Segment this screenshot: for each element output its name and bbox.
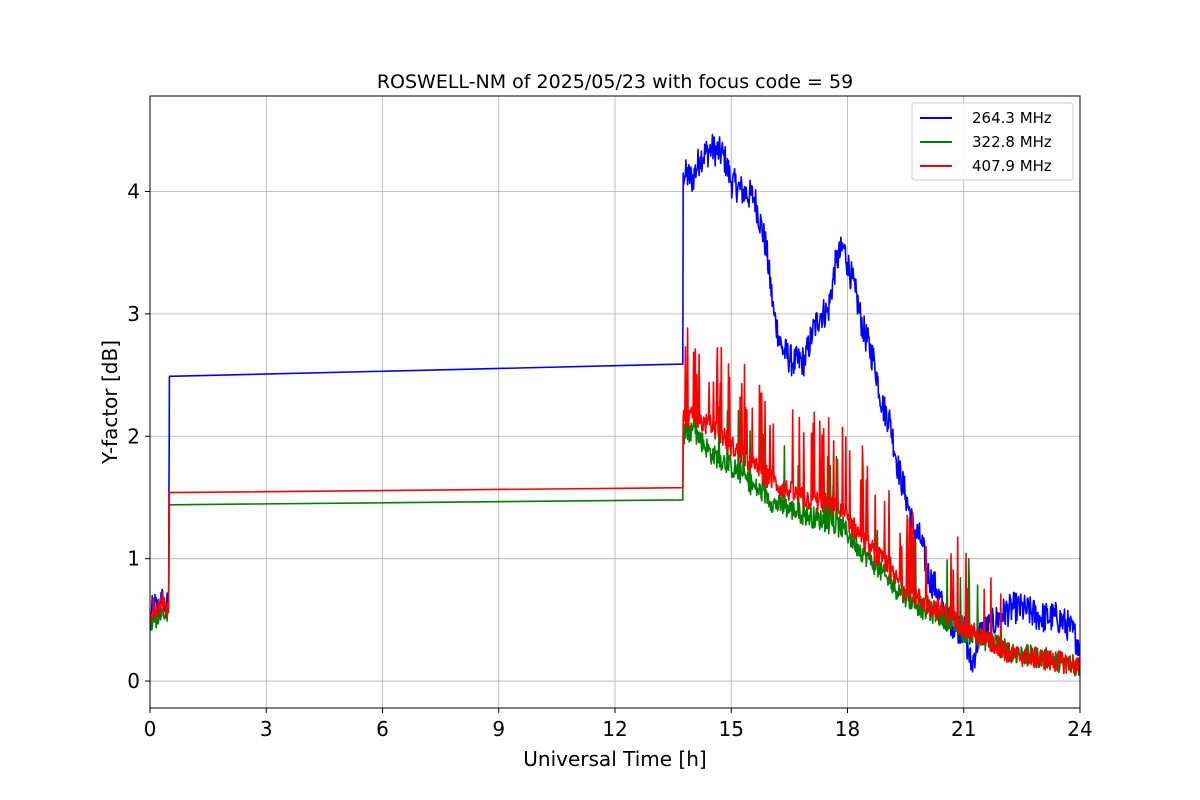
x-tick-label: 15 — [719, 717, 744, 741]
legend-label: 264.3 MHz — [972, 109, 1052, 127]
y-axis: 0 1 2 3 4 — [127, 179, 150, 693]
y-tick-label: 4 — [127, 179, 140, 203]
x-tick-label: 9 — [492, 717, 505, 741]
x-tick-label: 18 — [835, 717, 860, 741]
series-line-3 — [150, 327, 1080, 676]
chart-title: ROSWELL-NM of 2025/05/23 with focus code… — [377, 71, 853, 93]
x-tick-label: 21 — [951, 717, 976, 741]
x-tick-label: 24 — [1067, 717, 1092, 741]
x-tick-label: 12 — [602, 717, 627, 741]
series-layer — [150, 133, 1080, 677]
y-tick-label: 2 — [127, 424, 140, 448]
y-tick-label: 0 — [127, 669, 140, 693]
legend-label: 322.8 MHz — [972, 133, 1052, 151]
x-tick-label: 3 — [260, 717, 273, 741]
x-tick-label: 0 — [144, 717, 157, 741]
y-tick-label: 3 — [127, 302, 140, 326]
y-tick-label: 1 — [127, 547, 140, 571]
x-axis-label: Universal Time [h] — [523, 747, 706, 771]
series-line-2 — [150, 380, 1080, 677]
x-axis: 0 3 6 9 12 15 18 21 24 — [144, 708, 1093, 741]
legend-label: 407.9 MHz — [972, 157, 1052, 175]
series-line-1 — [150, 133, 1080, 673]
legend: 264.3 MHz 322.8 MHz 407.9 MHz — [911, 102, 1074, 181]
legend-box — [911, 102, 1074, 181]
x-tick-label: 6 — [376, 717, 389, 741]
y-axis-label: Y-factor [dB] — [98, 340, 122, 465]
plot-area — [149, 95, 1081, 709]
